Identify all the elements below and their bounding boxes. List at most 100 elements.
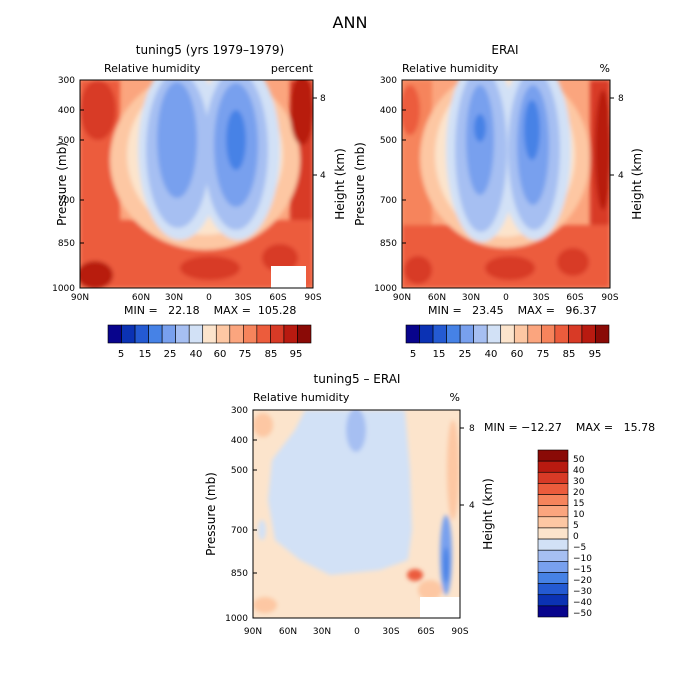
obs-cbar-label: 40 bbox=[485, 349, 498, 360]
diff-field bbox=[253, 410, 460, 618]
model-cbar-label: 75 bbox=[239, 349, 252, 360]
diff-y2tick: 8 bbox=[469, 424, 475, 434]
obs-ytick-marks bbox=[402, 79, 614, 289]
model-xtick: 30S bbox=[234, 293, 251, 303]
obs-subtitle-left: Relative humidity bbox=[402, 62, 499, 75]
model-y2label: Height (km) bbox=[333, 148, 347, 219]
colorbar-swatch bbox=[513, 324, 529, 344]
diff-cbar-label: 20 bbox=[573, 488, 585, 498]
colorbar-swatch bbox=[432, 324, 447, 344]
diff-cbar-label: 40 bbox=[573, 466, 585, 476]
colorbar-swatch bbox=[419, 324, 434, 344]
diff-y2tick: 4 bbox=[469, 501, 475, 511]
obs-subtitle-right: % bbox=[600, 62, 610, 75]
diff-xtick: 90N bbox=[244, 627, 262, 637]
panel-model: tuning5 (yrs 1979–1979) Relative humidit… bbox=[52, 43, 347, 360]
colorbar-swatch bbox=[459, 324, 474, 344]
diff-xtick: 30N bbox=[313, 627, 331, 637]
model-ytick: 500 bbox=[58, 136, 75, 146]
colorbar-swatch bbox=[500, 324, 515, 344]
colorbar-swatch bbox=[537, 549, 569, 562]
colorbar-swatch bbox=[229, 324, 244, 344]
obs-ytick: 500 bbox=[380, 136, 397, 146]
diff-colorbar-labels: 50 40 30 20 15 10 5 0 −5 −10 −15 −20 −30… bbox=[573, 455, 592, 619]
diff-xtick: 0 bbox=[354, 627, 360, 637]
colorbar-swatch bbox=[537, 583, 569, 596]
obs-xtick: 90S bbox=[601, 293, 618, 303]
diff-ylabel: Pressure (mb) bbox=[204, 472, 218, 556]
colorbar-swatch bbox=[405, 324, 420, 344]
colorbar-swatch bbox=[121, 324, 136, 344]
obs-ylabel: Pressure (mb) bbox=[353, 142, 367, 226]
model-ytick: 400 bbox=[58, 106, 75, 116]
diff-title: tuning5 – ERAI bbox=[314, 372, 401, 386]
diff-ytick: 1000 bbox=[225, 614, 248, 624]
model-cbar-label: 15 bbox=[139, 349, 152, 360]
model-field bbox=[80, 80, 313, 288]
colorbar-swatch bbox=[283, 324, 298, 344]
model-y2ticks: 8 4 bbox=[320, 94, 326, 181]
colorbar-swatch bbox=[581, 324, 596, 344]
obs-cbar-label: 5 bbox=[410, 349, 416, 360]
diff-xticks: 90N 60N 30N 0 30S 60S 90S bbox=[244, 627, 469, 637]
colorbar-swatch bbox=[537, 494, 569, 506]
colorbar-swatch bbox=[202, 324, 217, 344]
obs-xtick: 0 bbox=[503, 293, 509, 303]
colorbar-swatch bbox=[161, 324, 176, 344]
model-cbar-label: 25 bbox=[164, 349, 177, 360]
diff-cbar-label: −10 bbox=[573, 554, 592, 564]
obs-ytick: 1000 bbox=[374, 284, 397, 294]
obs-y2tick: 4 bbox=[618, 171, 624, 181]
colorbar-swatch bbox=[107, 324, 122, 344]
obs-yticks: 300 400 500 700 850 1000 bbox=[374, 76, 397, 294]
diff-y2ticks: 8 4 bbox=[469, 424, 475, 511]
figure-title: ANN bbox=[333, 13, 368, 32]
diff-cbar-label: 0 bbox=[573, 532, 579, 542]
diff-cbar-label: −20 bbox=[573, 576, 592, 586]
diff-xtick: 60S bbox=[417, 627, 434, 637]
obs-xtick: 30N bbox=[462, 293, 480, 303]
model-cbar-label: 95 bbox=[290, 349, 303, 360]
obs-colorbar bbox=[405, 324, 610, 344]
obs-xtick: 60S bbox=[566, 293, 583, 303]
obs-cbar-label: 25 bbox=[459, 349, 472, 360]
obs-cbar-label: 15 bbox=[433, 349, 446, 360]
model-frame bbox=[79, 79, 314, 289]
model-ylabel: Pressure (mb) bbox=[55, 142, 69, 226]
diff-ytick: 300 bbox=[231, 406, 248, 416]
colorbar-swatch bbox=[537, 471, 569, 484]
model-xticks: 90N 60N 30N 0 30S 60S 90S bbox=[71, 293, 322, 303]
model-y2tick: 8 bbox=[320, 94, 326, 104]
colorbar-swatch bbox=[446, 324, 461, 344]
colorbar-swatch bbox=[148, 324, 163, 344]
colorbar-swatch bbox=[537, 538, 569, 551]
diff-cbar-label: 30 bbox=[573, 477, 585, 487]
diff-cbar-label: −40 bbox=[573, 598, 592, 608]
model-ytick: 850 bbox=[58, 239, 75, 249]
model-title: tuning5 (yrs 1979–1979) bbox=[136, 43, 284, 57]
colorbar-swatch bbox=[256, 324, 271, 344]
diff-ytick: 700 bbox=[231, 526, 248, 536]
obs-ytick: 700 bbox=[380, 196, 397, 206]
model-xtick: 0 bbox=[206, 293, 212, 303]
diff-cbar-label: 15 bbox=[573, 499, 584, 509]
obs-xtick: 60N bbox=[428, 293, 446, 303]
obs-xtick: 90N bbox=[393, 293, 411, 303]
model-ytick: 300 bbox=[58, 76, 75, 86]
obs-ytick: 400 bbox=[380, 106, 397, 116]
obs-cbar-label: 60 bbox=[511, 349, 524, 360]
colorbar-swatch bbox=[541, 324, 556, 344]
model-cbar-label: 40 bbox=[190, 349, 203, 360]
model-cbar-label: 60 bbox=[214, 349, 227, 360]
colorbar-swatch bbox=[134, 324, 149, 344]
diff-y2label: Height (km) bbox=[481, 478, 495, 549]
model-y2tick: 4 bbox=[320, 171, 326, 181]
diff-xtick: 90S bbox=[451, 627, 468, 637]
diff-cbar-label: −15 bbox=[573, 565, 592, 575]
colorbar-swatch bbox=[243, 324, 258, 344]
colorbar-swatch bbox=[215, 324, 231, 344]
colorbar-swatch bbox=[537, 449, 569, 462]
diff-xtick: 30S bbox=[382, 627, 399, 637]
diff-cbar-label: −5 bbox=[573, 543, 586, 553]
